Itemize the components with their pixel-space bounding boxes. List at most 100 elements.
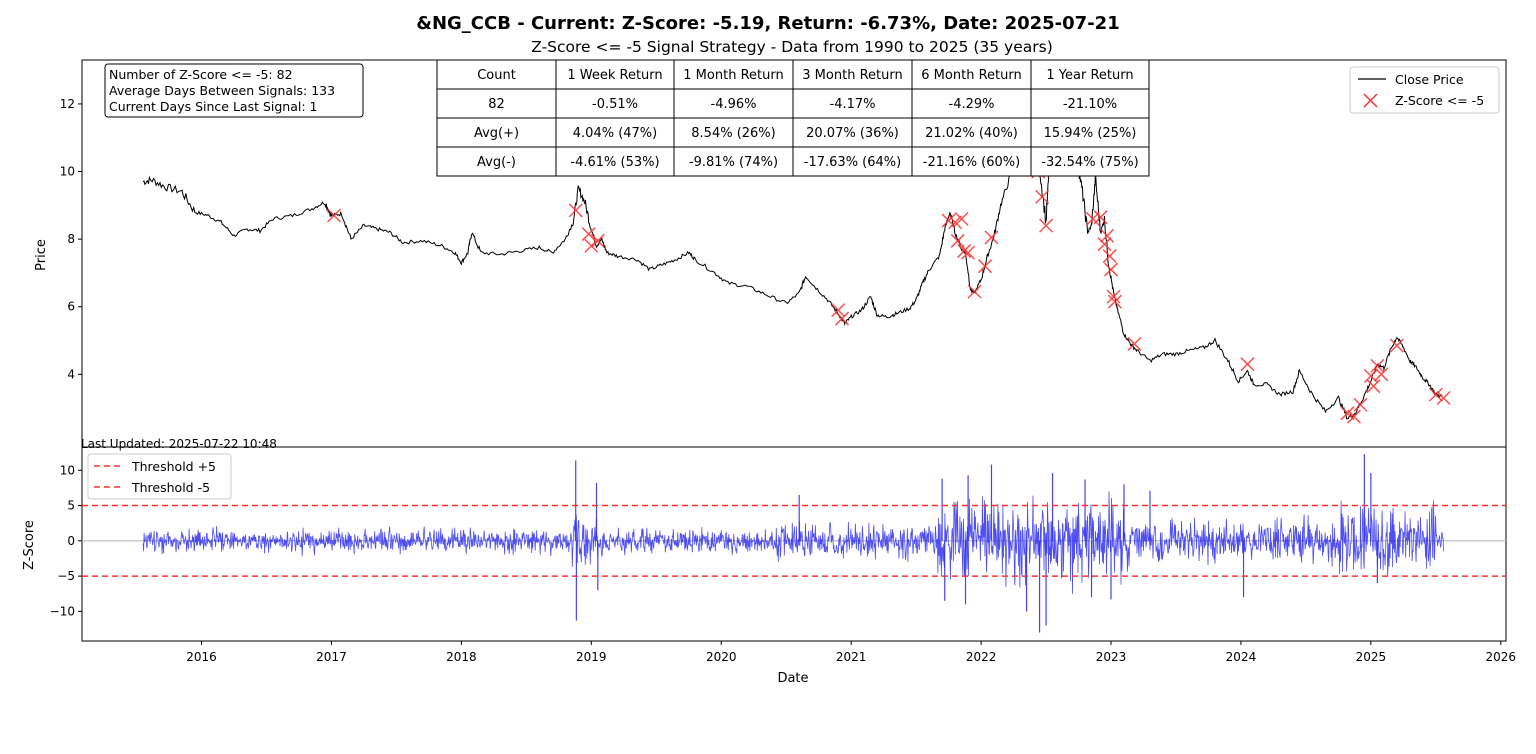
- table-cell: 15.94% (25%): [1044, 126, 1137, 141]
- signal-marker: [1240, 357, 1255, 372]
- zscore-thresholds: [82, 504, 1506, 577]
- x-tick-label: 2016: [186, 650, 217, 664]
- signal-marker-stroke: [1340, 406, 1355, 421]
- signal-marker-stroke: [1100, 228, 1115, 243]
- signal-marker-stroke: [1039, 218, 1054, 233]
- x-tick-label: 2021: [836, 650, 867, 664]
- signal-markers: [327, 108, 1451, 424]
- signal-marker-stroke: [1240, 357, 1255, 372]
- info-average-days: Average Days Between Signals: 133: [109, 83, 335, 98]
- legend-threshold-minus: Threshold -5: [131, 480, 210, 495]
- table-cell: 20.07% (36%): [806, 126, 899, 141]
- signal-marker: [835, 311, 850, 326]
- signal-marker-stroke: [967, 284, 982, 299]
- price-y-axis-label: Price: [34, 239, 49, 271]
- signal-marker: [984, 230, 999, 245]
- price-y-ticks: 4 6 8 10 12: [60, 97, 82, 381]
- signal-marker: [1097, 237, 1112, 252]
- x-tick-label: 2017: [316, 650, 347, 664]
- signal-marker-stroke: [1093, 210, 1108, 225]
- zscore-y-tick-label: 0: [67, 534, 75, 548]
- signal-marker-stroke: [957, 243, 972, 258]
- table-cell: -21.10%: [1063, 97, 1117, 112]
- chart-subtitle: Z-Score <= -5 Signal Strategy - Data fro…: [531, 38, 1053, 56]
- x-tick-label: 2024: [1226, 650, 1257, 664]
- table-cell-box: [673, 146, 794, 177]
- x-tick-label: 2025: [1356, 650, 1387, 664]
- signal-marker: [1353, 397, 1368, 412]
- returns-table: Count 1 Week Return 1 Month Return 3 Month …: [436, 59, 1150, 177]
- table-cell: -0.51%: [592, 97, 638, 112]
- signal-marker-stroke: [1428, 387, 1443, 402]
- table-cell-box: [673, 59, 794, 90]
- x-tick-label: 2019: [576, 650, 607, 664]
- table-cell: -17.63% (64%): [804, 155, 901, 170]
- table-cell-box: [1030, 59, 1150, 90]
- x-ticks: 2016 2017 2018 2019 2020 2021 2022 2023 2024 2025…: [186, 641, 1516, 664]
- table-cell: 82: [488, 97, 505, 112]
- zscore-y-tick-label: −10: [50, 604, 75, 618]
- table-cell-box: [792, 59, 913, 90]
- signal-marker-stroke: [941, 213, 956, 228]
- signal-marker: [1035, 189, 1050, 204]
- table-cell-box: [1030, 117, 1150, 148]
- signal-marker: [584, 238, 599, 253]
- signal-marker: [957, 243, 972, 258]
- zscore-line: [142, 491, 1444, 594]
- legend-threshold-plus: Threshold +5: [131, 459, 216, 474]
- table-cell: -32.54% (75%): [1041, 155, 1138, 170]
- price-y-tick-label: 12: [60, 97, 75, 111]
- signal-marker: [1340, 406, 1355, 421]
- table-header-cell: Count: [477, 68, 516, 83]
- table-header-cell: 6 Month Return: [921, 68, 1021, 83]
- signal-marker: [1436, 390, 1451, 406]
- zscore-legend: [87, 453, 232, 500]
- x-tick-label: 2022: [966, 650, 997, 664]
- x-tick-label: 2023: [1096, 650, 1127, 664]
- signal-marker: [327, 208, 342, 223]
- signal-marker-stroke: [977, 259, 993, 274]
- signal-marker: [1093, 210, 1108, 225]
- table-cell: Avg(-): [477, 155, 516, 170]
- signal-marker-stroke: [584, 238, 599, 253]
- table-cell: Avg(+): [474, 126, 519, 141]
- legend-signal: Z-Score <= -5: [1395, 93, 1484, 108]
- signal-marker-stroke: [568, 203, 583, 218]
- table-cell: -21.16% (60%): [923, 155, 1020, 170]
- zscore-y-tick-label: 10: [60, 463, 75, 477]
- price-y-tick-label: 8: [67, 232, 75, 246]
- signal-marker: [1107, 294, 1122, 309]
- price-y-tick-label: 6: [67, 300, 75, 314]
- table-header-cell: 1 Month Return: [683, 68, 783, 83]
- table-cell: 8.54% (26%): [691, 126, 775, 141]
- legend-close-price: Close Price: [1395, 72, 1464, 87]
- signal-marker-stroke: [1097, 237, 1112, 252]
- table-cell-box: [555, 88, 675, 119]
- x-tick-label: 2026: [1486, 650, 1517, 664]
- signal-marker-stroke: [984, 230, 999, 245]
- price-y-tick-label: 4: [67, 367, 75, 381]
- table-cell-box: [555, 146, 675, 177]
- table-cell: -4.29%: [949, 97, 995, 112]
- signal-marker-stroke: [1353, 397, 1368, 412]
- signal-marker-stroke: [1035, 189, 1050, 204]
- signal-marker-stroke: [950, 233, 965, 248]
- signal-marker: [977, 259, 993, 274]
- signal-marker: [590, 233, 605, 248]
- signal-marker-stroke: [1363, 368, 1378, 384]
- signal-marker-stroke: [1127, 336, 1142, 351]
- table-header-cell: 1 Week Return: [567, 68, 662, 83]
- signal-marker-stroke: [1389, 338, 1404, 353]
- info-signal-count: Number of Z-Score <= -5: 82: [109, 67, 293, 82]
- legend-signal-swatch: [1363, 93, 1378, 108]
- signal-marker-stroke: [1106, 289, 1121, 304]
- table-cell-box: [911, 59, 1032, 90]
- signal-marker-stroke: [948, 215, 963, 230]
- table-cell: 21.02% (40%): [925, 126, 1018, 141]
- table-cell: -9.81% (74%): [689, 155, 778, 170]
- info-box: [104, 63, 364, 118]
- signal-marker: [950, 233, 965, 248]
- signal-marker-stroke: [327, 208, 342, 223]
- signal-marker-stroke: [581, 227, 596, 242]
